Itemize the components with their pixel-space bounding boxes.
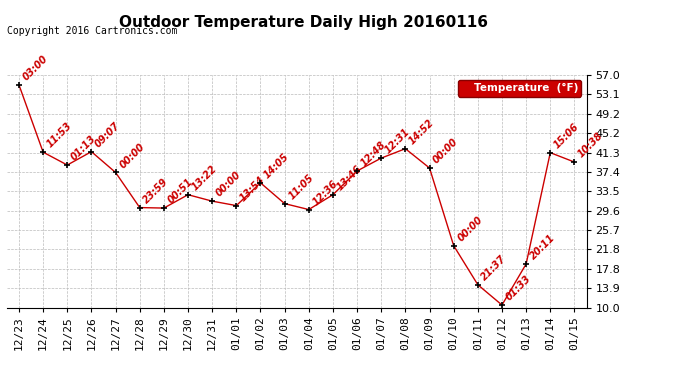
Text: 13:46: 13:46 [335,164,364,192]
Text: 21:37: 21:37 [480,254,509,282]
Text: 11:53: 11:53 [45,121,74,150]
Text: 00:00: 00:00 [214,170,243,199]
Text: 03:00: 03:00 [21,54,50,82]
Text: 13:22: 13:22 [190,164,219,192]
Text: 00:00: 00:00 [117,141,146,170]
Text: 23:59: 23:59 [141,176,170,205]
Text: Copyright 2016 Cartronics.com: Copyright 2016 Cartronics.com [7,26,177,36]
Text: 01:13: 01:13 [69,134,98,162]
Text: 13:54: 13:54 [238,174,267,203]
Text: 01:33: 01:33 [504,274,533,303]
Legend: Temperature  (°F): Temperature (°F) [458,80,581,96]
Text: 12:31: 12:31 [383,127,412,156]
Text: 14:05: 14:05 [262,152,291,180]
Text: 12:48: 12:48 [359,140,388,168]
Text: 12:36: 12:36 [310,178,339,207]
Text: 09:07: 09:07 [93,120,122,149]
Text: 20:11: 20:11 [528,232,557,261]
Text: 15:06: 15:06 [552,121,581,150]
Text: 10:38: 10:38 [576,130,605,160]
Text: 14:52: 14:52 [407,117,436,146]
Text: 11:05: 11:05 [286,172,315,201]
Text: 00:51: 00:51 [166,177,195,206]
Text: 00:00: 00:00 [431,136,460,165]
Text: 00:00: 00:00 [455,214,484,243]
Text: Outdoor Temperature Daily High 20160116: Outdoor Temperature Daily High 20160116 [119,15,488,30]
